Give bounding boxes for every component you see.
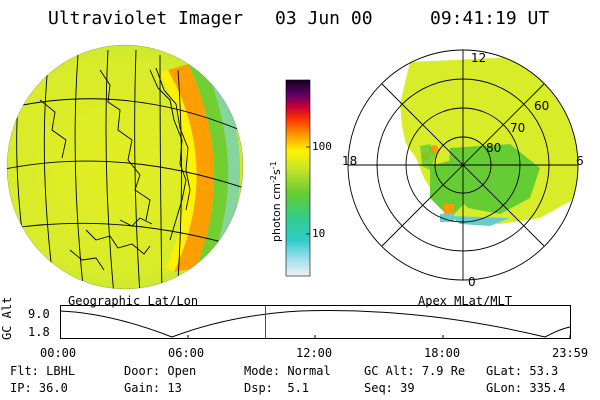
glon-field: GLon: 335.4 [486, 381, 566, 395]
lat-60-label: 60 [534, 99, 549, 113]
mlt-12-label: 12 [471, 51, 486, 65]
mode-field: Mode: Normal [244, 364, 331, 378]
time-tick-2: 12:00 [296, 346, 333, 360]
instrument-title: Ultraviolet Imager [48, 8, 244, 29]
geographic-image [6, 44, 244, 290]
mlt-6-label: 6 [576, 154, 584, 168]
glat-field: GLat: 53.3 [486, 364, 559, 378]
time-tick-3: 18:00 [424, 346, 461, 360]
time-tick-0: 00:00 [40, 346, 77, 360]
gc-alt-field: GC Alt: 7.9 Re [364, 364, 466, 378]
colorbar-tick-10: 10 [312, 227, 326, 240]
lat-80-label: 80 [486, 141, 501, 155]
time-tick-4: 23:59 [552, 346, 589, 360]
date-label: 03 Jun 00 [275, 8, 373, 29]
polar-plot: 12 18 6 0 60 70 80 [342, 49, 584, 288]
ip-field: IP: 36.0 [10, 381, 68, 395]
lat-70-label: 70 [510, 121, 525, 135]
mlt-18-label: 18 [342, 154, 357, 168]
time-tick-1: 06:00 [168, 346, 205, 360]
geographic-caption: Geographic Lat/Lon [68, 294, 199, 308]
mlt-0-label: 0 [468, 275, 476, 288]
colorbar-tick-100: 100 [312, 140, 332, 153]
gain-field: Gain: 13 [124, 381, 182, 395]
time-label: 09:41:19 UT [430, 8, 550, 29]
filter-field: Flt: LBHL [10, 364, 76, 378]
polar-caption: Apex MLat/MLT [418, 294, 512, 308]
gc-alt-plot [60, 305, 571, 339]
seq-field: Seq: 39 [364, 381, 415, 395]
dsp-field: Dsp: 5.1 [244, 381, 310, 395]
gc-alt-tick-top: 9.0 [28, 307, 50, 321]
gc-alt-tick-bottom: 1.8 [28, 325, 50, 339]
gc-alt-axis-label: GC Alt [0, 296, 14, 340]
color-scale: photon cm-2s-1 [269, 79, 311, 277]
colorbar-unit-label: photon cm-2s-1 [269, 161, 283, 242]
door-field: Door: Open [124, 364, 197, 378]
